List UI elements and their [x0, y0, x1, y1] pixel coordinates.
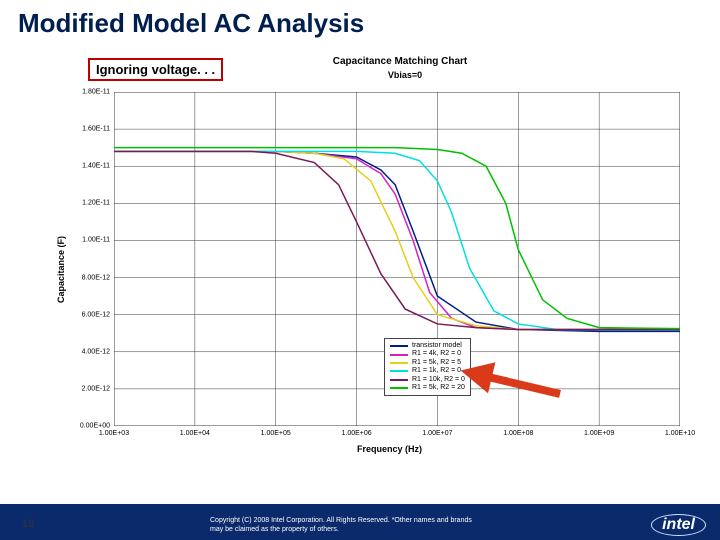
legend-item: R1 = 1k, R2 = 0 [390, 367, 465, 375]
x-tick-label: 1.00E+04 [180, 430, 210, 437]
y-tick-label: 8.00E-12 [68, 274, 110, 281]
logo-text: intel [651, 514, 706, 536]
x-tick-label: 1.00E+03 [99, 430, 129, 437]
chart-title: Capacitance Matching Chart [300, 56, 500, 67]
x-tick-label: 1.00E+10 [665, 430, 695, 437]
callout-box: Ignoring voltage. . . [88, 58, 223, 81]
x-tick-label: 1.00E+05 [261, 430, 291, 437]
legend-item: transistor model [390, 342, 465, 350]
intel-logo: intel [651, 514, 706, 536]
y-tick-label: 1.60E-11 [68, 126, 110, 133]
copyright-line1: Copyright (C) 2008 Intel Corporation. Al… [210, 517, 472, 524]
x-axis-label: Frequency (Hz) [357, 444, 422, 454]
legend-item: R1 = 5k, R2 = 20 [390, 384, 465, 392]
legend-item: R1 = 5k, R2 = 5 [390, 359, 465, 367]
legend-label: R1 = 5k, R2 = 5 [412, 359, 461, 367]
series-line [114, 148, 680, 329]
legend-label: R1 = 1k, R2 = 0 [412, 367, 461, 375]
legend-item: R1 = 4k, R2 = 0 [390, 350, 465, 358]
chart-subtitle: Vbias=0 [360, 70, 450, 80]
series-line [114, 151, 680, 331]
legend-swatch [390, 387, 408, 389]
y-tick-label: 1.00E-11 [68, 237, 110, 244]
copyright-text: Copyright (C) 2008 Intel Corporation. Al… [210, 517, 570, 534]
y-tick-label: 1.20E-11 [68, 200, 110, 207]
x-tick-label: 1.00E+07 [422, 430, 452, 437]
x-tick-label: 1.00E+06 [341, 430, 371, 437]
legend-item: R1 = 10k, R2 = 0 [390, 376, 465, 384]
y-tick-label: 1.40E-11 [68, 163, 110, 170]
y-axis-label: Capacitance (F) [56, 236, 66, 303]
legend-label: R1 = 4k, R2 = 0 [412, 350, 461, 358]
y-tick-label: 4.00E-12 [68, 348, 110, 355]
x-tick-label: 1.00E+08 [503, 430, 533, 437]
legend-label: R1 = 10k, R2 = 0 [412, 376, 465, 384]
slide-title: Modified Model AC Analysis [18, 8, 364, 39]
legend-swatch [390, 354, 408, 356]
legend-swatch [390, 345, 408, 347]
y-tick-label: 2.00E-12 [68, 385, 110, 392]
callout-text: Ignoring voltage. . . [96, 62, 215, 77]
legend-swatch [390, 362, 408, 364]
copyright-line2: may be claimed as the property of others… [210, 526, 339, 533]
legend-box: transistor modelR1 = 4k, R2 = 0R1 = 5k, … [384, 338, 471, 396]
x-tick-label: 1.00E+09 [584, 430, 614, 437]
page-number: 18 [22, 518, 34, 530]
y-tick-label: 1.80E-11 [68, 89, 110, 96]
legend-label: R1 = 5k, R2 = 20 [412, 384, 465, 392]
legend-swatch [390, 379, 408, 381]
y-tick-label: 6.00E-12 [68, 311, 110, 318]
legend-swatch [390, 370, 408, 372]
y-tick-label: 0.00E+00 [68, 423, 110, 430]
legend-label: transistor model [412, 342, 462, 350]
